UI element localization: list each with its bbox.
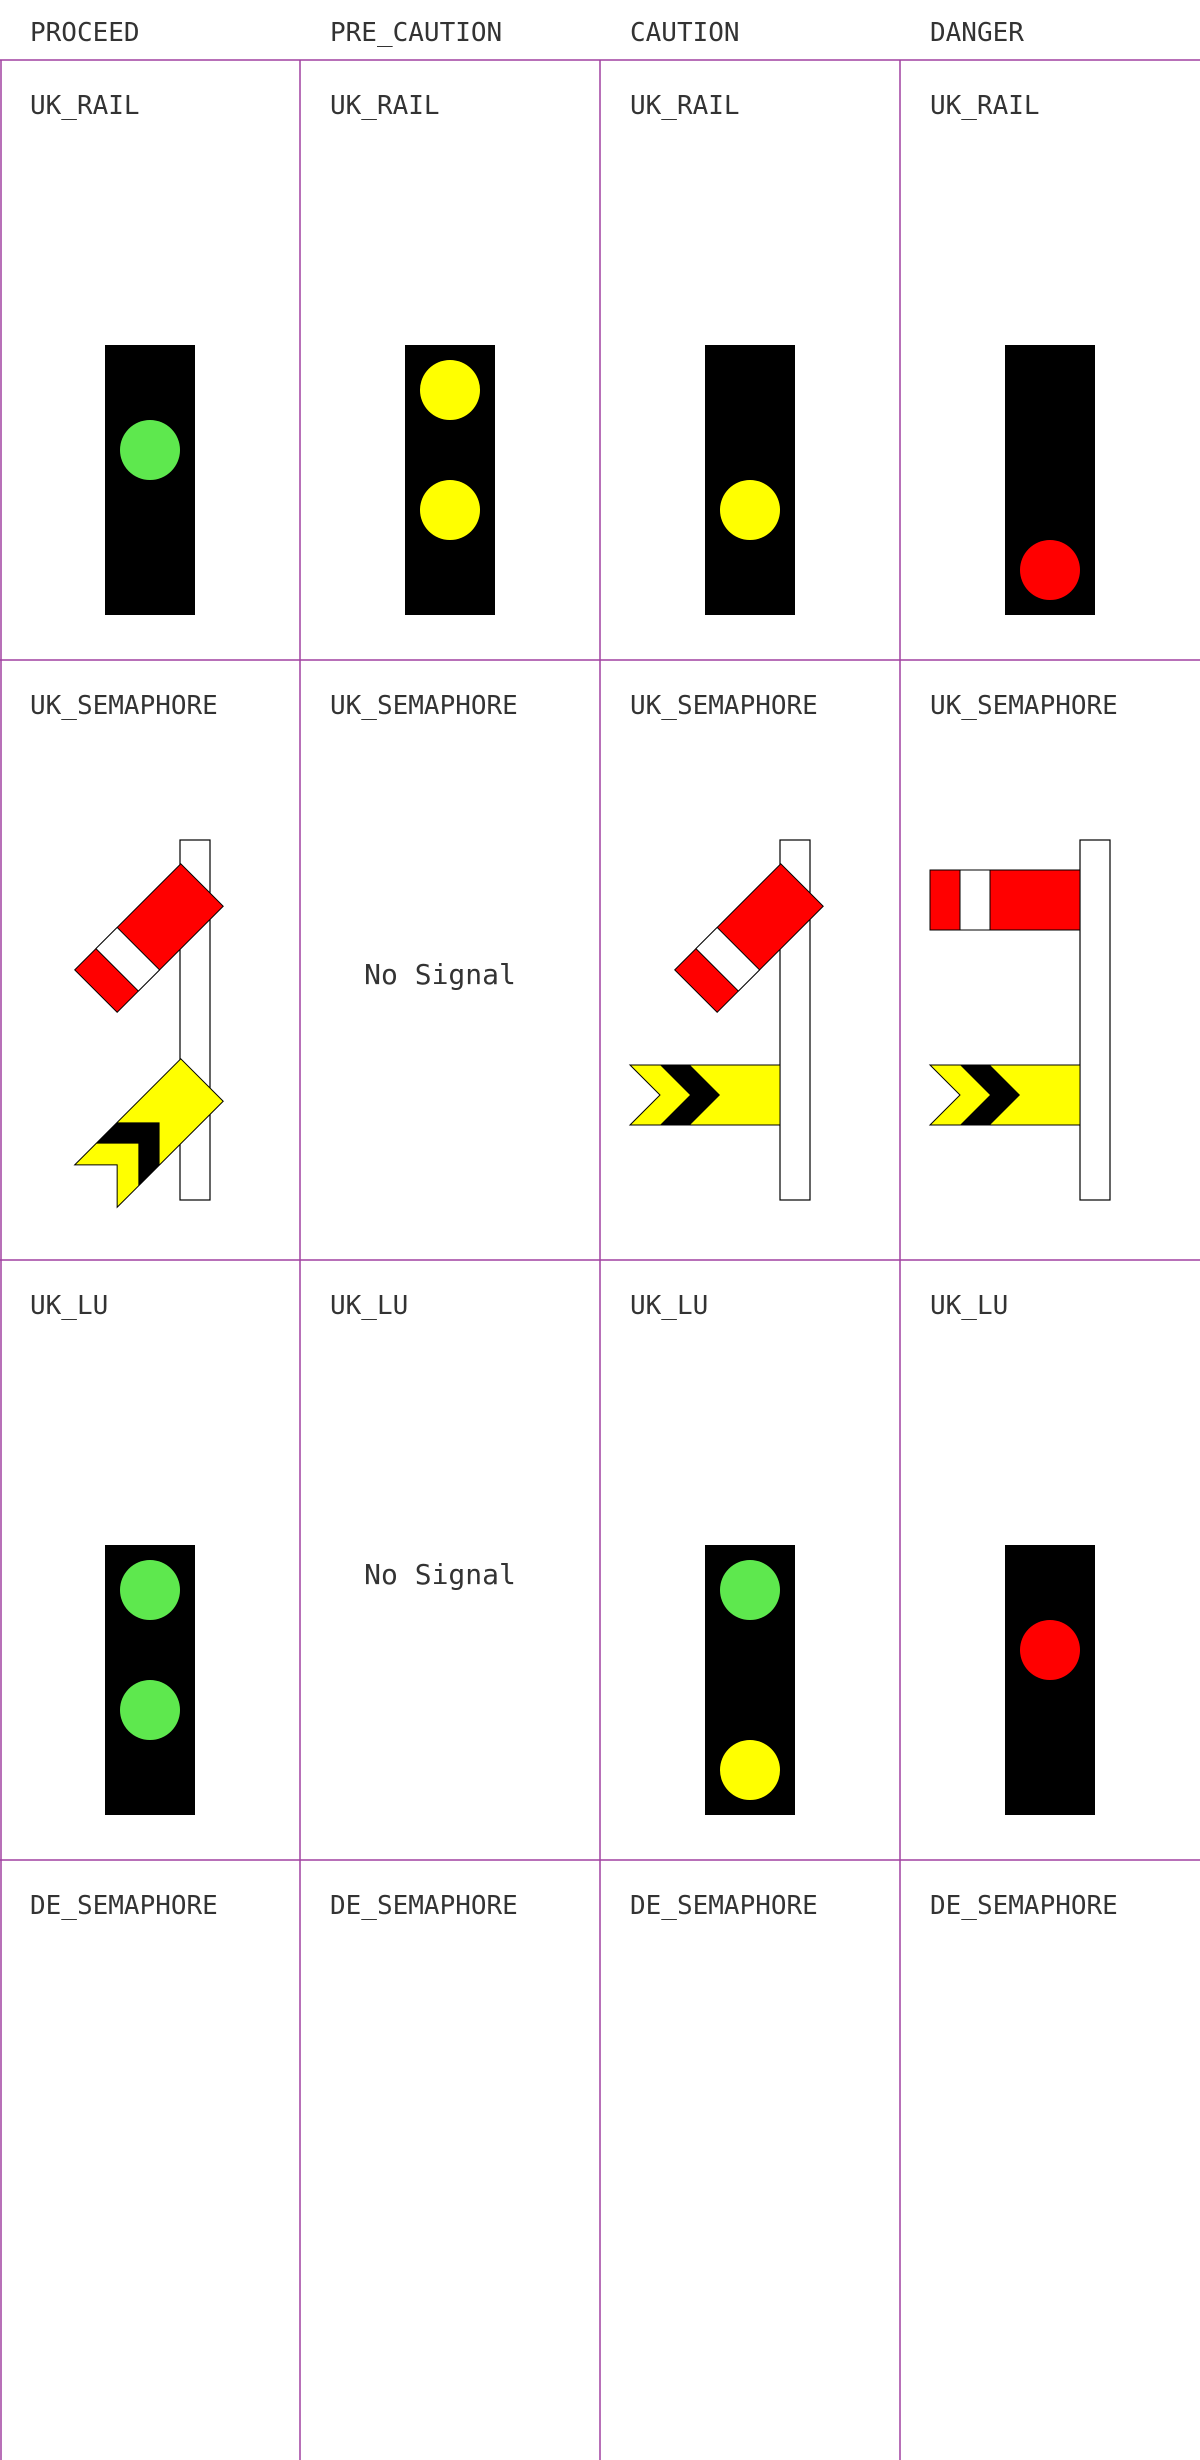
cell-uk-rail-danger: UK_RAIL: [930, 91, 1095, 615]
cell-uk-semaphore-caution: UK_SEMAPHORE: [628, 691, 824, 1201]
cell-uk-semaphore-pre-caution: UK_SEMAPHORE No Signal: [330, 691, 518, 991]
column-header-proceed: PROCEED: [30, 18, 140, 48]
cell-label: UK_RAIL: [330, 91, 440, 121]
yellow-lamp: [420, 360, 480, 420]
green-lamp: [720, 1560, 780, 1620]
cell-label: UK_LU: [930, 1291, 1008, 1321]
chevron-mark: [960, 1065, 1020, 1125]
cell-label: UK_RAIL: [930, 91, 1040, 121]
green-lamp: [120, 420, 180, 480]
cell-uk-lu-pre-caution: UK_LU No Signal: [330, 1291, 516, 1591]
no-signal-text: No Signal: [364, 958, 516, 991]
cell-uk-semaphore-danger: UK_SEMAPHORE: [928, 691, 1118, 1201]
signal-post: [1079, 839, 1111, 1201]
cell-label: UK_SEMAPHORE: [30, 691, 218, 721]
red-lamp: [1020, 1620, 1080, 1680]
cell-label: UK_LU: [30, 1291, 108, 1321]
red-lamp: [1020, 540, 1080, 600]
home-arm: [74, 863, 224, 1013]
distant-arm-group: [73, 1058, 224, 1209]
home-arm-group: [74, 863, 224, 1013]
cell-label: DE_SEMAPHORE: [630, 1891, 818, 1921]
cell-uk-lu-proceed: UK_LU: [30, 1291, 195, 1815]
arm-stripe: [695, 926, 761, 992]
cell-label: DE_SEMAPHORE: [30, 1891, 218, 1921]
column-header-caution: CAUTION: [630, 18, 740, 48]
cell-label: DE_SEMAPHORE: [330, 1891, 518, 1921]
chevron-mark: [660, 1065, 720, 1125]
cell-uk-rail-pre-caution: UK_RAIL: [330, 91, 495, 615]
cell-de-semaphore-proceed: DE_SEMAPHORE: [30, 1891, 218, 1921]
cell-uk-semaphore-proceed: UK_SEMAPHORE: [30, 691, 224, 1209]
yellow-lamp: [720, 1740, 780, 1800]
column-header-danger: DANGER: [930, 18, 1024, 48]
green-lamp: [120, 1560, 180, 1620]
cell-uk-rail-caution: UK_RAIL: [630, 91, 795, 615]
yellow-lamp: [420, 480, 480, 540]
home-arm: [929, 869, 1081, 931]
cell-label: DE_SEMAPHORE: [930, 1891, 1118, 1921]
green-lamp: [120, 1680, 180, 1740]
no-signal-text: No Signal: [364, 1558, 516, 1591]
cell-label: UK_LU: [630, 1291, 708, 1321]
cell-de-semaphore-pre-caution: DE_SEMAPHORE: [330, 1891, 518, 1921]
yellow-lamp: [720, 480, 780, 540]
arm-stripe: [95, 926, 161, 992]
cell-label: UK_RAIL: [30, 91, 140, 121]
cell-uk-rail-proceed: UK_RAIL: [30, 91, 195, 615]
cell-de-semaphore-danger: DE_SEMAPHORE: [930, 1891, 1118, 1921]
arm-stripe: [959, 869, 991, 931]
column-header-pre-caution: PRE_CAUTION: [330, 18, 503, 48]
cell-uk-lu-caution: UK_LU: [630, 1291, 795, 1815]
cell-label: UK_RAIL: [630, 91, 740, 121]
home-arm: [674, 863, 824, 1013]
cell-de-semaphore-caution: DE_SEMAPHORE: [630, 1891, 818, 1921]
cell-label: UK_SEMAPHORE: [330, 691, 518, 721]
home-arm-group: [674, 863, 824, 1013]
cell-label: UK_SEMAPHORE: [930, 691, 1118, 721]
cell-label: UK_SEMAPHORE: [630, 691, 818, 721]
cell-label: UK_LU: [330, 1291, 408, 1321]
cell-uk-lu-danger: UK_LU: [930, 1291, 1095, 1815]
chevron-mark: [95, 1122, 160, 1187]
